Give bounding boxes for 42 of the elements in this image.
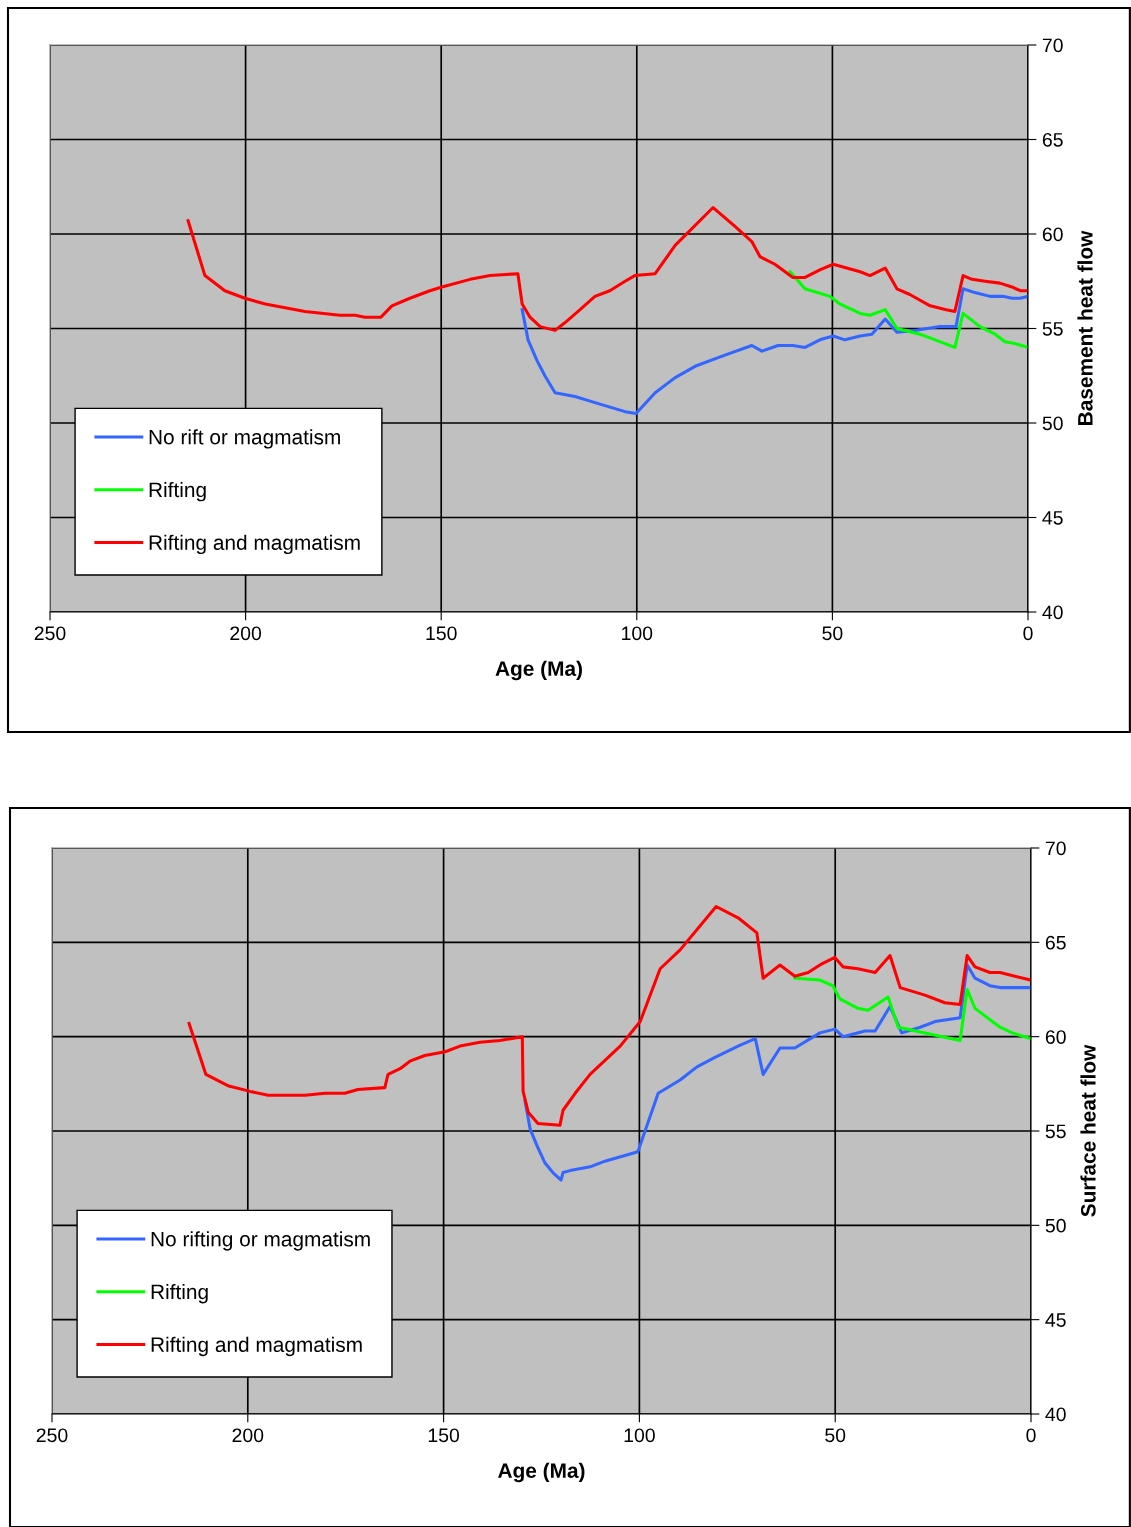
y-tick-label: 50 [1042, 416, 1063, 431]
y-tick-label: 45 [1042, 511, 1063, 525]
line-series [186, 206, 1028, 332]
x-axis-title: Age (Ma) [495, 660, 582, 681]
y-tick-label: 40 [1045, 1407, 1066, 1422]
x-tick-label: 100 [624, 1428, 655, 1443]
x-axis-title: Age (Ma) [498, 1462, 585, 1483]
line-series [793, 976, 1031, 1042]
x-tick-label: 100 [622, 626, 653, 641]
y-tick-label: 50 [1045, 1218, 1066, 1233]
x-tick-label: 200 [232, 1428, 264, 1443]
legend-label: Rifting and magmatism [149, 534, 360, 555]
x-tick-label: 250 [36, 1428, 68, 1443]
x-tick-label: 250 [34, 626, 66, 641]
y-tick-label: 70 [1045, 841, 1066, 856]
y-tick-label: 55 [1042, 322, 1063, 336]
legend-label: No rifting or magmatism [151, 1231, 370, 1251]
y-tick-label: 45 [1045, 1313, 1066, 1327]
line-series [520, 287, 1028, 416]
y-tick-label: 65 [1045, 935, 1066, 950]
x-tick-label: 0 [1026, 1428, 1036, 1443]
y-tick-label: 40 [1042, 605, 1063, 620]
x-tick-label: 200 [230, 626, 262, 641]
y-tick-label: 60 [1045, 1030, 1066, 1044]
y-axis-title: Surface heat flow [1080, 1044, 1096, 1217]
x-tick-label: 50 [825, 1428, 846, 1443]
y-tick-label: 70 [1042, 38, 1063, 53]
y-tick-label: 60 [1042, 227, 1063, 242]
legend-label: No rift or magmatism [149, 429, 340, 449]
y-tick-label: 55 [1045, 1124, 1066, 1139]
x-tick-label: 150 [426, 626, 457, 641]
line-series [788, 270, 1028, 349]
legend-label: Rifting and magmatism [151, 1336, 362, 1357]
y-tick-label: 65 [1042, 132, 1063, 147]
x-tick-label: 50 [822, 626, 843, 641]
y-axis-title: Basement heat flow [1077, 230, 1093, 425]
legend-label: Rifting [151, 1283, 208, 1304]
line-series [523, 963, 1031, 1182]
line-series [187, 904, 1031, 1127]
x-tick-label: 0 [1023, 626, 1033, 641]
legend-label: Rifting [149, 481, 206, 502]
x-tick-label: 150 [428, 1428, 460, 1443]
